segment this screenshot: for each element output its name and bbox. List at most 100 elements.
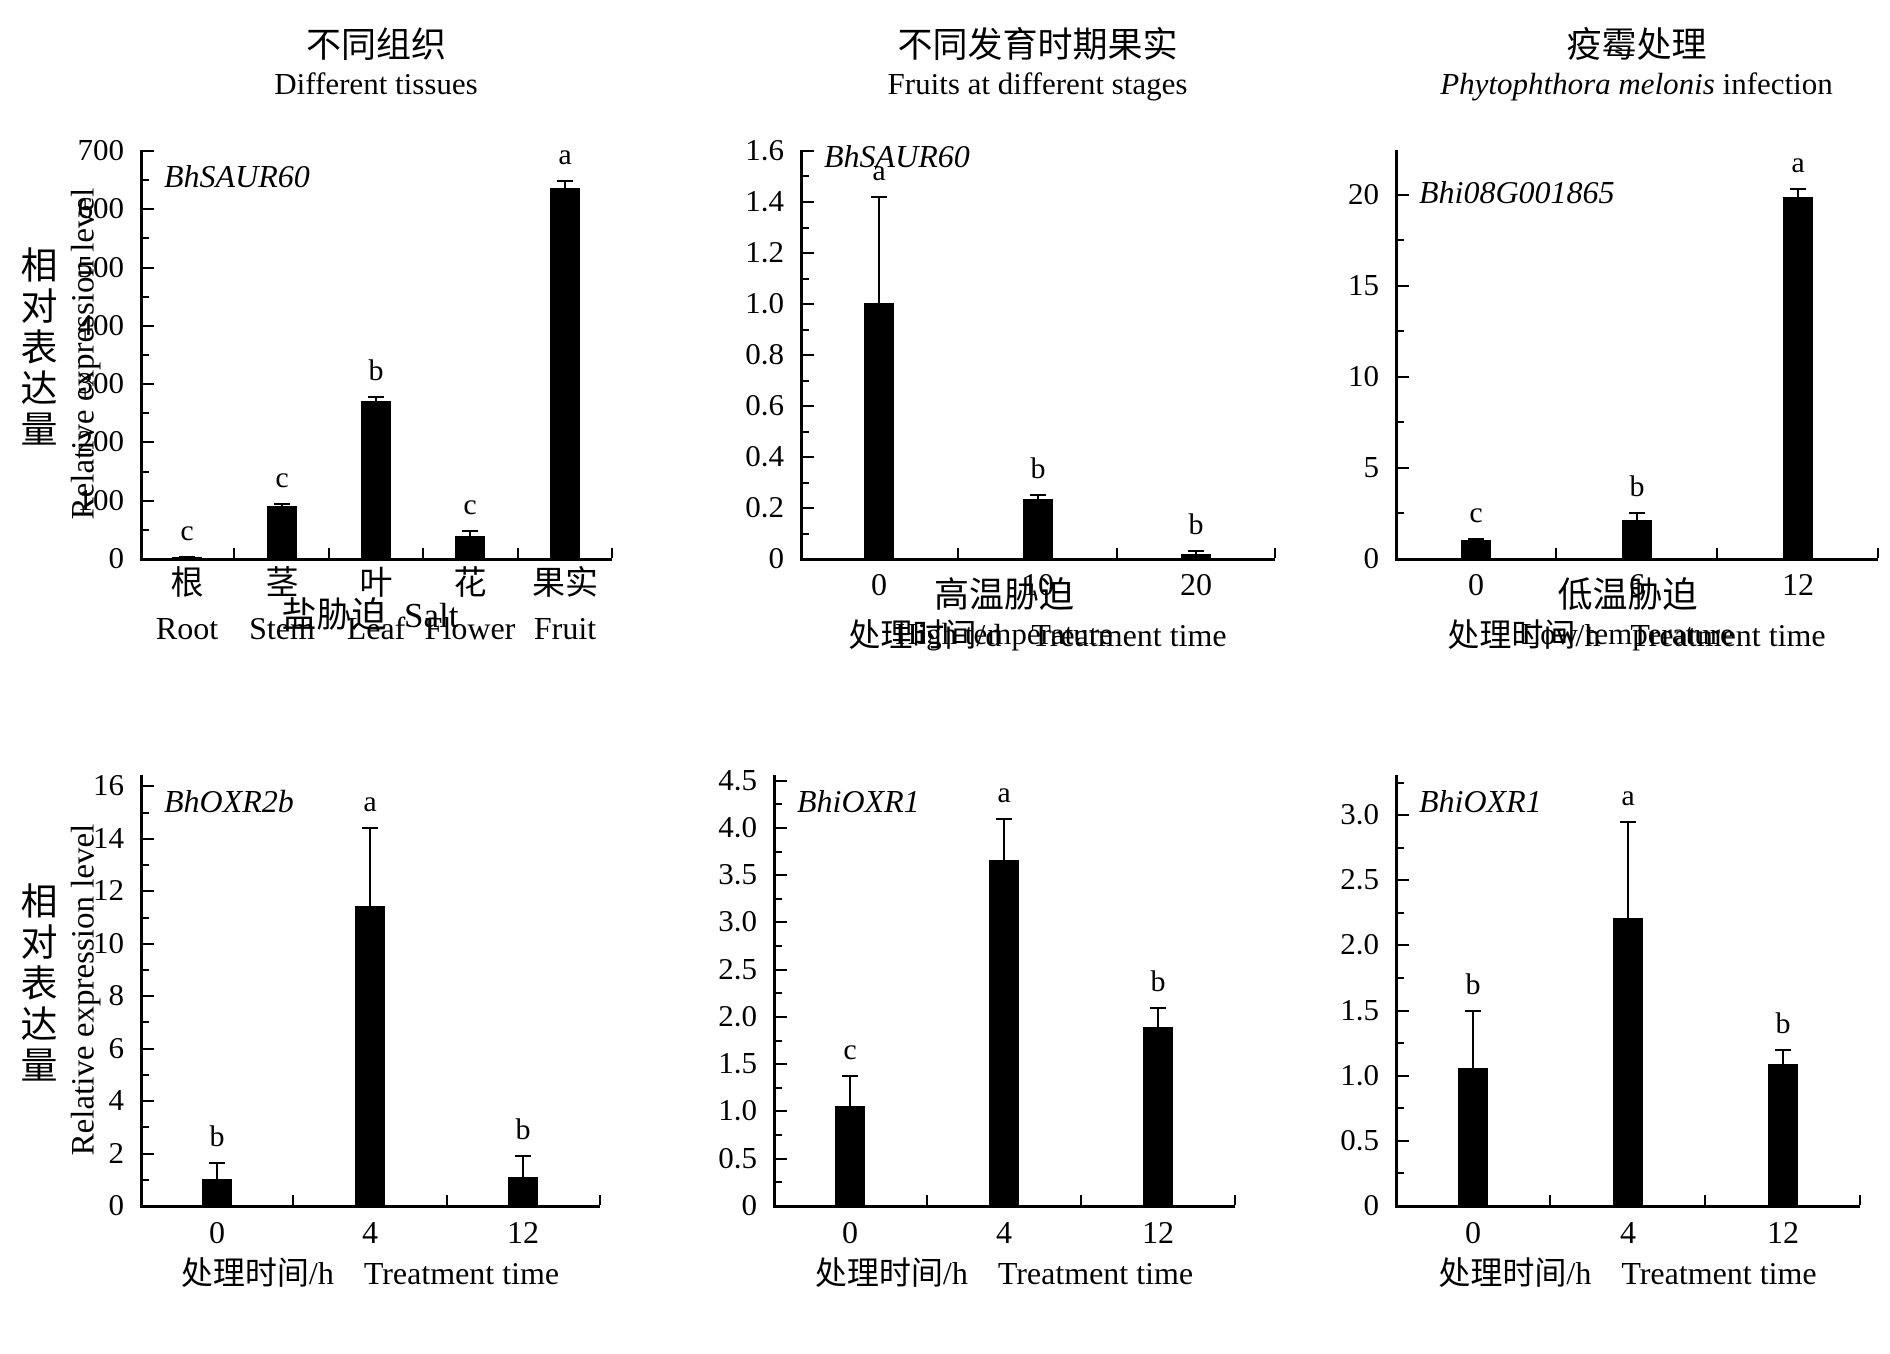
significance-letter: a (872, 154, 886, 187)
y-tick (803, 303, 814, 305)
y-tick-label: 1.0 (745, 285, 784, 320)
x-tick-label-en: Leaf (346, 610, 406, 646)
x-tick (1877, 548, 1879, 558)
x-tick (1555, 548, 1557, 558)
x-tick (611, 548, 613, 558)
y-tick-label: 0.4 (745, 438, 784, 473)
y-minor-tick (776, 1181, 782, 1183)
error-bar-cap (368, 396, 384, 398)
y-minor-tick (1398, 421, 1404, 423)
y-tick (143, 1205, 154, 1207)
y-tick-label: 10 (1348, 358, 1379, 393)
y-minor-tick (803, 533, 809, 535)
y-minor-tick (803, 482, 809, 484)
error-bar (1003, 818, 1005, 861)
x-tick (1234, 1195, 1236, 1205)
y-tick-label: 1.4 (745, 183, 784, 218)
y-minor-tick (776, 851, 782, 853)
error-bar-cap (1150, 1007, 1166, 1009)
y-minor-tick (1398, 330, 1404, 332)
y-tick-label: 2.5 (718, 951, 757, 986)
y-minor-tick (143, 471, 149, 473)
x-axis-line (140, 1205, 600, 1208)
x-tick-label: 叶 (359, 566, 393, 602)
y-minor-tick (803, 329, 809, 331)
chart-title-en: Different tissues (274, 66, 478, 101)
error-bar-cap (1620, 821, 1636, 823)
y-tick-label: 0 (108, 540, 125, 575)
y-tick-label: 2.5 (1340, 861, 1379, 896)
y-tick (1398, 558, 1409, 560)
gene-label: Bhi08G001865 (1419, 174, 1615, 210)
error-bar-cap (274, 503, 290, 505)
x-tick (1549, 1195, 1551, 1205)
y-minor-tick (1398, 782, 1404, 784)
significance-letter: c (843, 1033, 857, 1066)
y-tick (776, 1205, 787, 1207)
significance-letter: c (180, 514, 194, 547)
x-tick-label-en: Stem (249, 610, 315, 646)
bar (361, 401, 391, 558)
x-tick (1116, 548, 1118, 558)
y-minor-tick (803, 227, 809, 229)
y-tick-label: 1.5 (1340, 992, 1379, 1027)
chart-title-zh: 不同发育时期果实 (897, 26, 1178, 65)
bar (1613, 918, 1643, 1205)
significance-letter: a (1791, 146, 1805, 179)
y-minor-tick (776, 898, 782, 900)
chart-title-zh: 疫霉处理 (1566, 26, 1707, 65)
bar (1461, 540, 1491, 558)
y-tick (776, 1110, 787, 1112)
error-bar (1157, 1007, 1159, 1028)
significance-letter: b (368, 354, 384, 387)
y-tick (1398, 467, 1409, 469)
y-tick-label: 12 (93, 872, 124, 907)
y-tick (143, 558, 154, 560)
y-tick-label: 0.6 (745, 387, 784, 422)
error-bar (849, 1075, 851, 1106)
x-tick (328, 548, 330, 558)
y-minor-tick (143, 412, 149, 414)
y-minor-tick (803, 380, 809, 382)
y-tick (803, 354, 814, 356)
y-tick (143, 995, 154, 997)
y-axis-line (1395, 775, 1398, 1208)
y-tick-label: 500 (77, 249, 125, 284)
y-tick-label: 400 (77, 307, 125, 342)
y-axis-line (140, 775, 143, 1208)
y-tick-label: 4.5 (718, 762, 757, 797)
x-tick-label: 果实 (532, 566, 598, 602)
bar (1143, 1027, 1173, 1205)
y-tick-label: 200 (77, 423, 125, 458)
x-tick (599, 1195, 601, 1205)
chart-title-en: Low temperature (1521, 616, 1734, 651)
x-tick-label: 0 (1468, 566, 1484, 602)
y-tick-label: 3.0 (718, 903, 757, 938)
x-tick (292, 1195, 294, 1205)
y-tick-label: 3.5 (718, 856, 757, 891)
y-tick-label: 0.8 (745, 336, 784, 371)
x-tick (1716, 548, 1718, 558)
y-axis-label-en: Relative expression level (65, 823, 102, 1156)
x-tick (1704, 1195, 1706, 1205)
y-tick-label: 0 (768, 540, 785, 575)
x-tick-label: 12 (1782, 566, 1814, 602)
y-tick-label: 0.2 (745, 489, 784, 524)
error-bar-cap (1468, 538, 1484, 540)
x-axis-label-en: Treatment time (363, 1255, 560, 1291)
y-tick (143, 785, 154, 787)
gene-label: BhSAUR60 (164, 158, 310, 194)
chart-title-zh: 高温胁迫 (933, 576, 1074, 615)
x-tick (957, 548, 959, 558)
y-axis-label-en: Relative expression level (65, 187, 102, 520)
chart-title-zh: 盐胁迫 (281, 596, 387, 635)
y-tick-label: 0.5 (718, 1140, 757, 1175)
error-bar-cap (179, 556, 195, 558)
gene-label: BhiOXR1 (1419, 783, 1542, 819)
x-tick (1080, 1195, 1082, 1205)
y-tick (776, 1158, 787, 1160)
x-axis-label-en: Treatment time (1031, 617, 1227, 653)
x-axis-label-zh: 处理时间/h (180, 1255, 334, 1291)
error-bar (375, 396, 377, 401)
